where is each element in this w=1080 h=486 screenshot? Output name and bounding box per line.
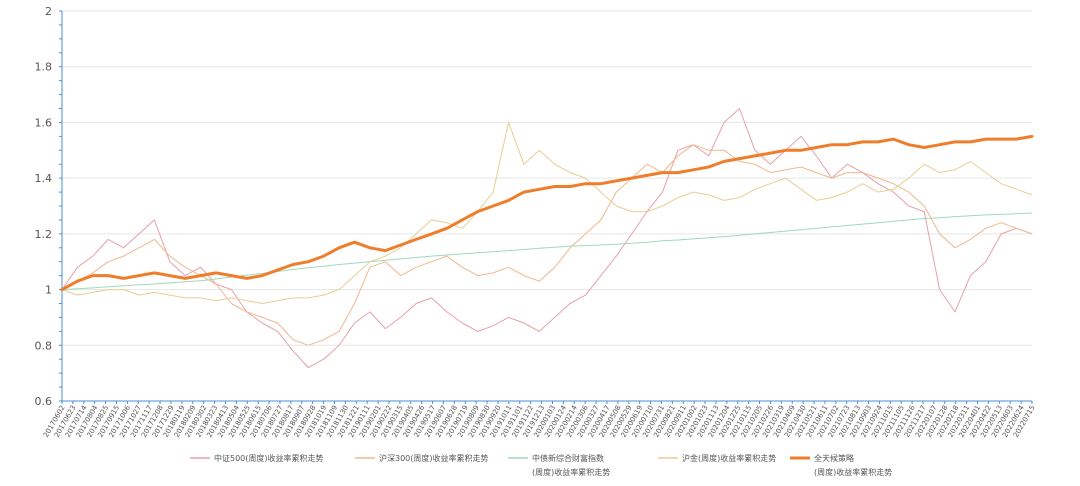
- legend-label-line2: (周度)收益率累积走势: [532, 467, 610, 477]
- y-tick-label: 1.2: [35, 228, 53, 241]
- legend-label: 全天候策略: [814, 453, 854, 463]
- y-tick-label: 1.6: [35, 116, 53, 129]
- y-tick-label: 1: [45, 284, 52, 297]
- legend-label: 沪深300(周度)收益率累积走势: [379, 453, 489, 463]
- y-tick-label: 1.4: [35, 172, 53, 185]
- legend-label: 中债新综合财富指数: [532, 453, 604, 463]
- legend-label: 沪金(周度)收益率累积走势: [682, 453, 776, 463]
- series-line-2: [61, 212, 1033, 291]
- series-line-1: [61, 144, 1033, 346]
- y-tick-label: 1.8: [35, 61, 53, 74]
- legend-label-line2: (周度)收益率累积走势: [814, 467, 892, 477]
- y-tick-label: 2: [45, 5, 52, 18]
- x-tick-labels: 2017060220170623201707142017080420170825…: [42, 404, 1037, 439]
- series-line-3: [61, 121, 1033, 304]
- series-line-0: [61, 108, 1033, 369]
- gridlines: [62, 10, 1032, 402]
- series-line-4: [60, 134, 1034, 292]
- legend: 中证500(周度)收益率累积走势 沪深300(周度)收益率累积走势 中债新综合财富指…: [190, 453, 892, 477]
- y-tick-label: 0.6: [35, 395, 53, 408]
- y-tick-label: 0.8: [35, 339, 53, 352]
- series-lines: [60, 108, 1034, 369]
- legend-label: 中证500(周度)收益率累积走势: [214, 453, 324, 463]
- y-tick-labels: 0.6 0.8 1 1.2 1.4 1.6 1.8 2: [35, 5, 53, 408]
- axes: [59, 10, 1033, 404]
